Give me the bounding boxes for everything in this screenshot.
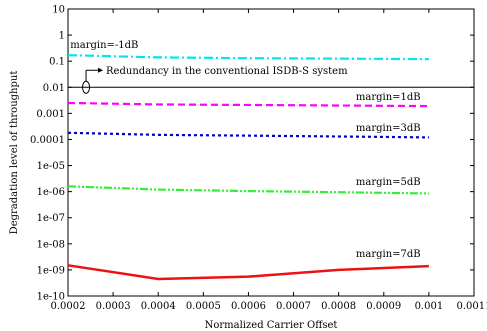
series-line — [67, 185, 429, 195]
x-tick-label: 0.001 — [415, 301, 444, 312]
y-tick-label: 0.001 — [36, 109, 65, 120]
y-tick-label: 10 — [52, 5, 65, 16]
reference-layer: Redundancy in the conventional ISDB-S sy… — [68, 66, 474, 94]
y-tick-label: 1 — [59, 31, 65, 42]
series-annotation: margin=5dB — [356, 177, 421, 188]
y-tick-label: 1e-10 — [37, 292, 65, 303]
y-tick-label: 1e-06 — [37, 187, 65, 198]
y-axis-label: Degradation level of throughput — [9, 71, 20, 235]
x-axis: 0.0002 0.0003 0.0004 0.0005 0.0006 0.0007 0.00… — [51, 9, 487, 312]
x-axis-label: Normalized Carrier Offset — [205, 320, 338, 331]
plot-area — [67, 8, 475, 297]
series-layer — [67, 54, 429, 281]
x-tick-label: 0.0005 — [186, 301, 221, 312]
annotation-layer: margin=-1dB margin=1dB margin=3dB margin=5d… — [70, 40, 420, 260]
y-tick-label: 1e-08 — [37, 239, 65, 250]
reference-label: Redundancy in the conventional ISDB-S sy… — [106, 66, 348, 77]
x-tick-label: 0.0009 — [366, 301, 401, 312]
series-annotation: margin=3dB — [356, 123, 421, 134]
x-tick-label: 0.0008 — [321, 301, 356, 312]
series-annotation: margin=1dB — [356, 92, 421, 103]
reference-arrowhead — [98, 67, 104, 73]
x-tick-label: 0.0007 — [276, 301, 311, 312]
y-tick-label: 0.1 — [49, 57, 65, 68]
y-tick-label: 0.01 — [43, 83, 65, 94]
series-line — [67, 54, 429, 61]
x-tick-label: 0.0003 — [96, 301, 131, 312]
x-tick-label: 0.0004 — [141, 301, 176, 312]
y-tick-label: 1e-09 — [37, 265, 65, 276]
series-line — [67, 101, 429, 108]
x-tick-label: 0.0002 — [51, 301, 86, 312]
y-tick-label: 0.0001 — [30, 135, 65, 146]
series-line — [67, 131, 429, 139]
y-tick-label: 1e-07 — [37, 213, 65, 224]
series-annotation: margin=-1dB — [70, 40, 138, 51]
x-tick-label: 0.0006 — [231, 301, 266, 312]
y-axis: 1e-10 1e-09 1e-08 1e-07 1e-06 1e-05 0.0001 0.00… — [30, 5, 474, 303]
series-annotation: margin=7dB — [356, 249, 421, 260]
series-line — [67, 264, 429, 281]
y-tick-label: 1e-05 — [37, 161, 65, 172]
